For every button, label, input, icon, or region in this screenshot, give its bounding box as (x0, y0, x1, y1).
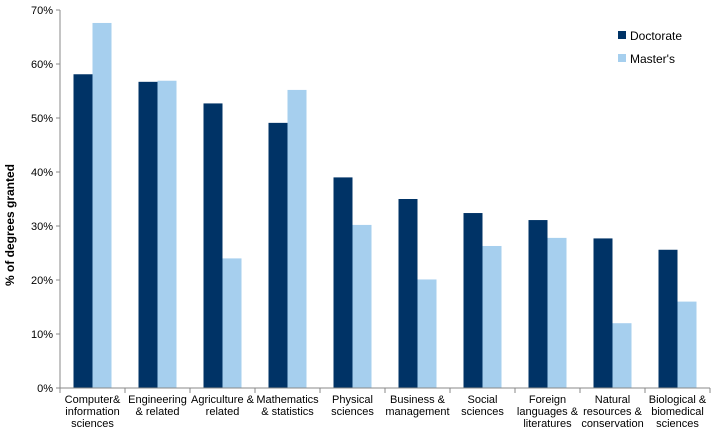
bar-doctorate (73, 74, 93, 388)
bar-masters (222, 258, 242, 388)
bar-masters (287, 89, 307, 389)
x-tick-label: Mathematics & statistics (256, 394, 319, 418)
bar-doctorate (463, 213, 483, 388)
bars (73, 22, 697, 389)
bar-masters (92, 22, 112, 389)
bar-doctorate (398, 199, 418, 388)
y-tick-label: 30% (31, 221, 53, 233)
x-tick-label: Foreign languages & literatures (517, 394, 579, 430)
bar-masters (417, 279, 437, 388)
bar-masters (482, 245, 502, 388)
y-tick-label: 20% (31, 275, 53, 287)
bar-doctorate (203, 103, 223, 389)
legend: Doctorate Master's (618, 29, 682, 66)
x-axis: Computer& information sciences Engineering &… (59, 387, 711, 430)
bar-masters (677, 301, 697, 388)
x-tick-label: Agriculture & related (191, 394, 255, 418)
legend-swatch-masters (618, 54, 626, 62)
y-axis-label: % of degrees granted (3, 164, 17, 286)
y-tick-label: 40% (31, 167, 53, 179)
bar-doctorate (528, 220, 548, 388)
bar-masters (352, 224, 372, 388)
y-tick-label: 10% (31, 329, 53, 341)
x-tick-label: Engineering & related (128, 394, 187, 418)
bar-doctorate (333, 177, 353, 388)
y-tick-label: 60% (31, 59, 53, 71)
x-tick-label: Social sciences (461, 394, 504, 418)
x-tick-label: Biological & biomedical sciences (649, 394, 707, 430)
y-tick-label: 70% (31, 5, 53, 17)
x-tick-label: Natural resources & conservation (581, 394, 643, 430)
bar-masters (157, 80, 177, 389)
bar-doctorate (138, 81, 158, 388)
legend-swatch-doctorate (618, 31, 626, 39)
y-tick-label: 50% (31, 113, 53, 125)
bar-doctorate (658, 249, 678, 388)
bar-masters (547, 237, 567, 388)
bar-masters (612, 323, 632, 388)
x-tick-label: Physical sciences (331, 394, 374, 418)
legend-label-masters: Master's (630, 52, 675, 66)
y-axis: 0% 10% 20% 30% 40% 50% 60% 70% (31, 5, 61, 395)
legend-label-doctorate: Doctorate (630, 29, 682, 43)
x-tick-label: Business & management (385, 394, 449, 418)
bar-doctorate (268, 122, 288, 389)
y-tick-label: 0% (37, 383, 53, 395)
bar-doctorate (593, 238, 613, 388)
x-tick-label: Computer& information sciences (65, 394, 121, 430)
